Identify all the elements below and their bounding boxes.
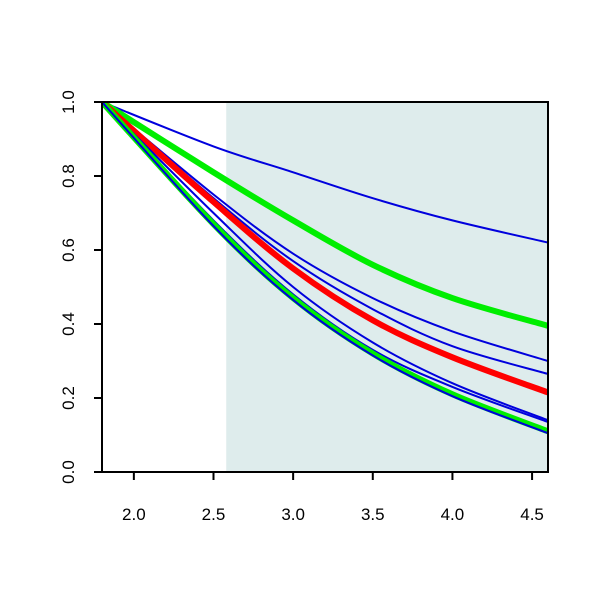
shaded-region-layer [226, 102, 548, 472]
x-tick-label: 4.0 [441, 505, 465, 524]
series-line-6 [102, 102, 548, 422]
x-tick-label: 3.0 [281, 505, 305, 524]
series-line-1 [102, 102, 548, 244]
y-tick-label: 0.8 [59, 164, 78, 188]
series-layer [102, 102, 548, 435]
y-tick-label: 0.2 [59, 386, 78, 410]
axes: 2.0 2.5 3.0 3.5 4.0 4.5 0.0 0.2 0.4 0.6 0.8 1.0 [59, 90, 549, 524]
x-tick-label: 3.5 [361, 505, 385, 524]
series-line-5 [102, 102, 548, 396]
y-tick-label: 1.0 [59, 90, 78, 114]
y-tick-label: 0.0 [59, 460, 78, 484]
x-tick-label: 2.5 [202, 505, 226, 524]
y-tick-label: 0.6 [59, 238, 78, 262]
shaded-region [226, 102, 548, 472]
x-tick-label: 4.5 [520, 505, 544, 524]
y-tick-label: 0.4 [59, 312, 78, 336]
x-tick-label: 2.0 [122, 505, 146, 524]
series-line-9 [102, 102, 548, 435]
series-line-2 [102, 102, 548, 329]
series-line-3 [102, 102, 548, 362]
